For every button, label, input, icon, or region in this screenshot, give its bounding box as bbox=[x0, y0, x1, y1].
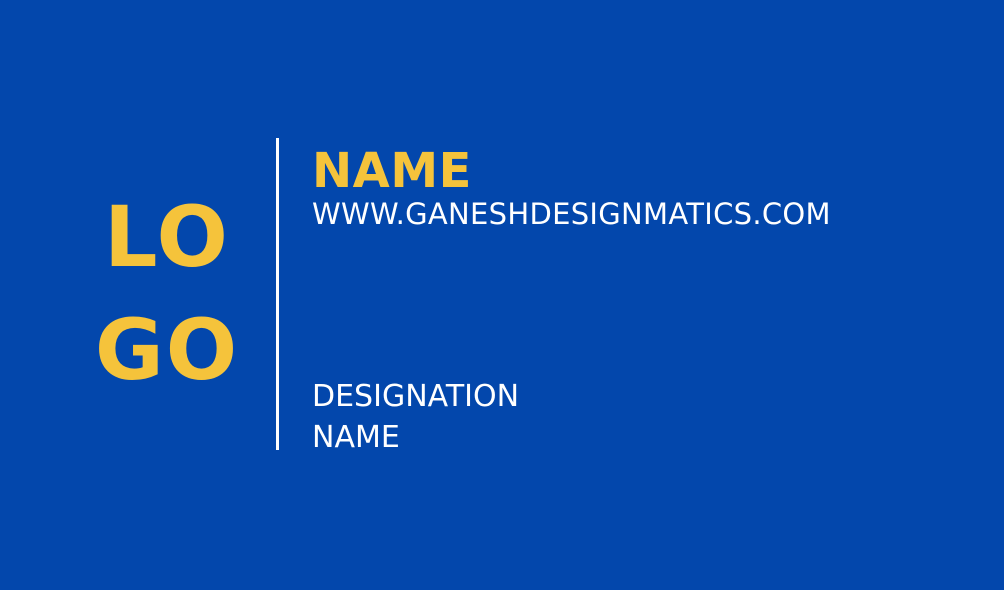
logo-text-line-1: LO bbox=[104, 188, 230, 286]
designation-block: DESIGNATION NAME bbox=[312, 376, 612, 458]
logo-text-line-2: GO bbox=[94, 301, 240, 399]
designation-line-2: NAME bbox=[312, 420, 400, 455]
vertical-divider bbox=[276, 138, 279, 450]
person-name: NAME bbox=[312, 143, 472, 199]
designation-line-1: DESIGNATION bbox=[312, 379, 520, 414]
website-url: WWW.GANESHDESIGNMATICS.COM bbox=[312, 197, 831, 231]
